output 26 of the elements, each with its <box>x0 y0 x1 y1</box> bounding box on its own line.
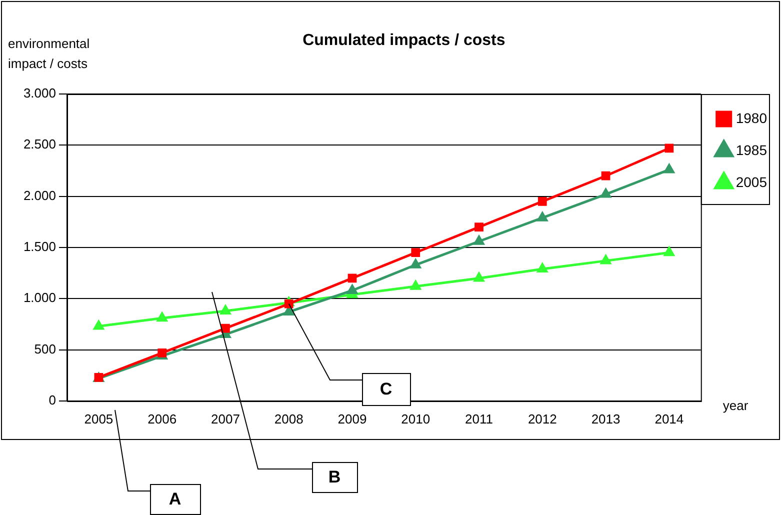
x-tick-label: 2012 <box>528 411 557 426</box>
y-tick-label: 1.000 <box>23 290 56 306</box>
x-axis-title: year <box>722 398 749 413</box>
y-tick-label: 3.000 <box>23 86 56 101</box>
legend-label: 1980 <box>736 110 768 126</box>
y-tick-label: 1.500 <box>23 239 56 254</box>
x-tick-label: 2007 <box>211 411 240 426</box>
y-tick-label: 500 <box>34 341 56 356</box>
x-tick-label: 2009 <box>338 411 367 426</box>
y-axis-title: environmental impact / costs <box>8 36 90 71</box>
x-tick-label: 2006 <box>148 411 177 426</box>
text: B <box>328 468 341 487</box>
x-tick-label: 2014 <box>654 411 684 426</box>
chart-title: Cumulated impacts / costs <box>302 32 506 49</box>
legend-label: 2005 <box>736 174 768 190</box>
legend-label: 1985 <box>736 142 768 158</box>
text: A <box>168 490 182 509</box>
y-tick-label: 2.500 <box>23 136 56 152</box>
y-tick-label: 0 <box>48 392 56 408</box>
x-tick-label: 2005 <box>84 411 114 426</box>
x-tick-label: 2010 <box>401 411 430 426</box>
annotation: C <box>380 380 392 399</box>
y-tick-label: 2.000 <box>23 188 56 203</box>
x-tick-label: 2011 <box>465 411 493 426</box>
x-tick-label: 2013 <box>591 411 620 426</box>
x-tick-label: 2008 <box>274 411 304 426</box>
